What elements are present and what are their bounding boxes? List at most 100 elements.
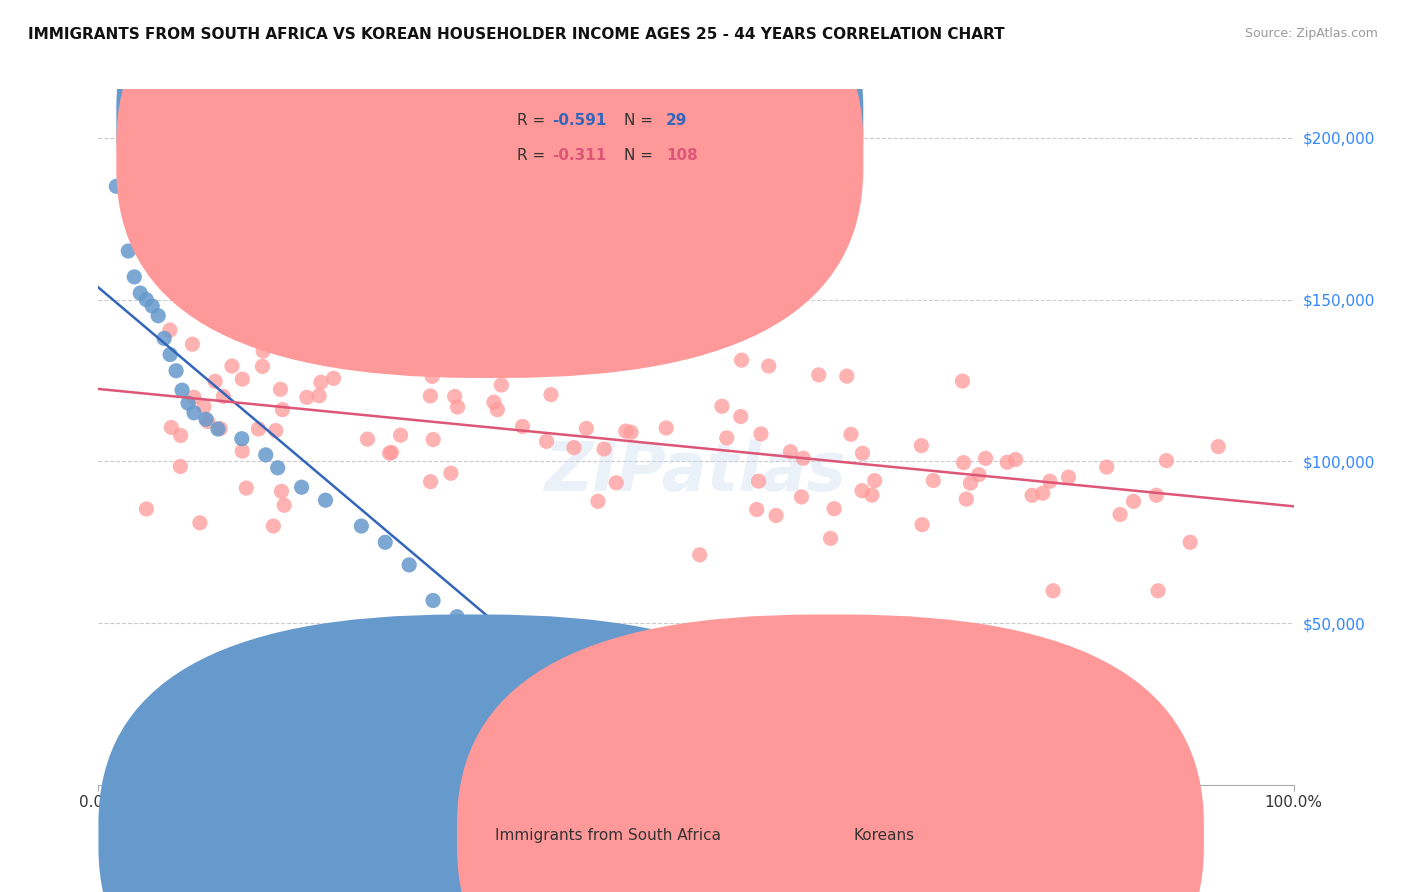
Point — [270, 290, 292, 304]
Point — [262, 519, 284, 533]
Point — [420, 369, 443, 384]
Point — [350, 519, 373, 533]
Point — [422, 593, 444, 607]
Point — [620, 425, 643, 440]
Point — [183, 390, 205, 404]
Point — [860, 488, 883, 502]
Point — [356, 432, 378, 446]
Point — [952, 456, 974, 470]
Point — [453, 345, 475, 359]
Text: Source: ZipAtlas.com: Source: ZipAtlas.com — [1244, 27, 1378, 40]
FancyBboxPatch shape — [98, 615, 845, 892]
Point — [135, 502, 157, 516]
Text: N =: N = — [624, 148, 658, 163]
Point — [839, 427, 862, 442]
Point — [1109, 508, 1132, 522]
Point — [209, 422, 232, 436]
Point — [153, 331, 176, 345]
Point — [1178, 535, 1201, 549]
Point — [204, 374, 226, 388]
Point — [1032, 486, 1054, 500]
Point — [254, 448, 277, 462]
Point — [169, 428, 191, 442]
Point — [967, 467, 990, 482]
Point — [269, 382, 291, 396]
Point — [586, 494, 609, 508]
Point — [1039, 475, 1062, 489]
Point — [911, 517, 934, 532]
Text: 29: 29 — [666, 113, 688, 128]
Point — [995, 455, 1018, 469]
Point — [835, 369, 858, 384]
Point — [540, 387, 562, 401]
Point — [141, 299, 163, 313]
Point — [169, 459, 191, 474]
Point — [148, 309, 170, 323]
Text: 108: 108 — [666, 148, 697, 163]
Point — [1156, 453, 1178, 467]
Point — [159, 347, 181, 361]
Point — [446, 609, 468, 624]
Point — [1206, 440, 1229, 454]
Text: -0.311: -0.311 — [553, 148, 607, 163]
Point — [299, 313, 322, 327]
Point — [193, 400, 215, 414]
Point — [202, 247, 225, 261]
Point — [440, 467, 463, 481]
Point — [655, 421, 678, 435]
Point — [309, 376, 332, 390]
Point — [1095, 460, 1118, 475]
Text: ZIPatlas: ZIPatlas — [546, 439, 846, 505]
Point — [264, 424, 287, 438]
Point — [820, 532, 842, 546]
Point — [270, 484, 292, 499]
Point — [1042, 583, 1064, 598]
FancyBboxPatch shape — [446, 89, 780, 183]
Text: IMMIGRANTS FROM SOUTH AFRICA VS KOREAN HOUSEHOLDER INCOME AGES 25 - 44 YEARS COR: IMMIGRANTS FROM SOUTH AFRICA VS KOREAN H… — [28, 27, 1005, 42]
Point — [165, 364, 187, 378]
FancyBboxPatch shape — [117, 0, 863, 343]
Point — [512, 419, 534, 434]
Point — [159, 323, 181, 337]
Point — [851, 446, 873, 460]
Point — [267, 460, 290, 475]
Point — [308, 389, 330, 403]
FancyBboxPatch shape — [457, 615, 1204, 892]
Point — [461, 330, 484, 344]
Point — [482, 625, 505, 640]
Point — [1004, 452, 1026, 467]
FancyBboxPatch shape — [117, 0, 863, 378]
Point — [231, 372, 253, 386]
Point — [443, 389, 465, 403]
Point — [910, 439, 932, 453]
Point — [576, 341, 599, 355]
Point — [124, 269, 146, 284]
Point — [374, 535, 396, 549]
Point — [1021, 488, 1043, 502]
Point — [614, 424, 637, 438]
Point — [252, 359, 274, 374]
Point — [415, 311, 437, 326]
Point — [710, 399, 733, 413]
Point — [221, 359, 243, 373]
Text: -0.591: -0.591 — [553, 113, 607, 128]
Point — [183, 406, 205, 420]
Point — [1057, 470, 1080, 484]
Point — [207, 422, 229, 436]
Point — [1144, 488, 1167, 502]
Point — [1147, 583, 1170, 598]
Point — [398, 558, 420, 572]
Point — [231, 444, 253, 458]
Point — [322, 371, 344, 385]
Point — [117, 244, 139, 258]
Point — [252, 344, 274, 359]
Point — [605, 475, 627, 490]
Point — [135, 293, 157, 307]
Point — [745, 502, 768, 516]
Point — [823, 501, 845, 516]
Point — [160, 420, 183, 434]
Legend: Immigrants from South Africa, Koreans: Immigrants from South Africa, Koreans — [439, 799, 834, 833]
Point — [231, 432, 253, 446]
Point — [792, 451, 814, 466]
Point — [172, 383, 194, 397]
